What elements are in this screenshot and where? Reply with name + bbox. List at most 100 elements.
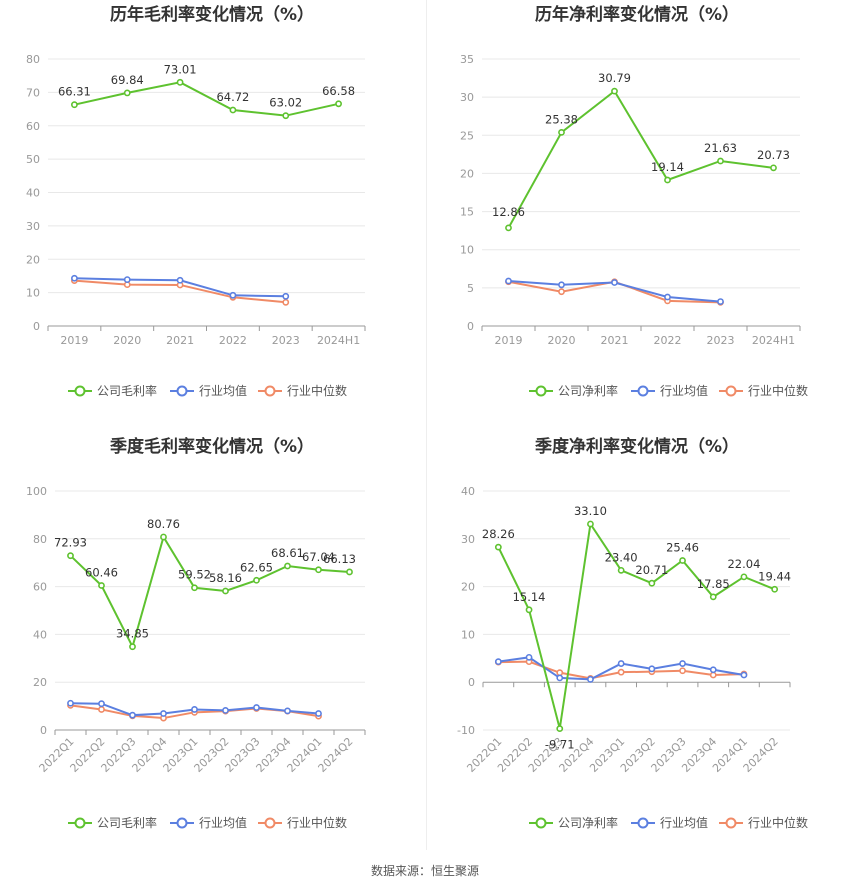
chart-svg: 历年净利率变化情况（%） 0 5 10 15 20 25 30 35 2019 2020 2021 20…	[460, 4, 808, 398]
data-point-company	[71, 101, 78, 109]
legend-item-industry-median[interactable]: 行业中位数	[719, 815, 808, 830]
legend-label: 公司毛利率	[97, 383, 157, 398]
chart-quarterly-gross-margin: 季度毛利率变化情况（%） 0 20 40 60 80 100 2022Q1 2022Q2 2022…	[0, 432, 425, 864]
legend-label: 公司净利率	[558, 383, 618, 398]
data-label: 69.84	[111, 73, 144, 87]
legend-label: 公司毛利率	[97, 815, 157, 830]
data-point-company	[191, 584, 198, 592]
chart-title: 季度净利率变化情况（%）	[535, 436, 739, 457]
data-label: 72.93	[54, 536, 87, 550]
y-tick-label: 35	[460, 53, 474, 66]
y-tick-label: 60	[33, 581, 47, 594]
chart-svg: 季度毛利率变化情况（%）0204060801002022Q12022Q22022…	[26, 436, 366, 830]
data-point-company	[176, 78, 184, 86]
y-tick-label: 100	[26, 485, 47, 498]
data-label: 21.63	[704, 141, 737, 155]
data-label: 67.04	[302, 550, 335, 564]
legend-item-industry-median[interactable]: 行业中位数	[258, 815, 347, 830]
data-point-industry-median	[556, 669, 564, 677]
chart-svg: 历年毛利率变化情况（%） 0 10 20 30 40 50 60 70 80 2019 2020 202…	[26, 4, 366, 398]
x-tick-label: 2022	[219, 334, 247, 347]
legend-item-industry-avg[interactable]: 行业均值	[170, 815, 247, 830]
data-label: 59.52	[178, 568, 211, 582]
chart-annual-net-margin: 历年净利率变化情况（%） 0 5 10 15 20 25 30 35 2019 2020 2021 20…	[425, 0, 850, 432]
data-point-company	[740, 573, 748, 581]
data-point-company	[709, 593, 717, 601]
y-tick-label: 20	[26, 253, 40, 266]
data-point-industry-avg	[611, 279, 618, 286]
y-tick-label: 60	[26, 120, 40, 133]
data-point-industry-avg	[282, 292, 290, 300]
y-tick-label: 10	[26, 287, 40, 300]
legend-item-industry-avg[interactable]: 行业均值	[631, 383, 708, 398]
legend-item-industry-avg[interactable]: 行业均值	[170, 383, 247, 398]
data-point-company	[525, 606, 533, 614]
data-point-industry-avg	[176, 276, 184, 284]
data-point-industry-avg	[284, 707, 291, 715]
data-point-industry-median	[679, 667, 686, 675]
data-point-company	[346, 568, 353, 576]
data-point-industry-avg	[709, 666, 717, 674]
data-label: 68.61	[271, 546, 304, 560]
x-tick-label: 2024Q2	[316, 735, 356, 775]
data-point-industry-avg	[191, 706, 198, 713]
legend-item-company[interactable]: 公司毛利率	[68, 383, 157, 398]
data-point-industry-avg	[229, 291, 237, 299]
chart-title: 历年毛利率变化情况（%）	[110, 4, 314, 25]
data-label: -9.71	[545, 738, 575, 752]
data-point-company	[284, 562, 291, 570]
chart-title: 季度毛利率变化情况（%）	[110, 436, 314, 457]
data-label: 19.44	[758, 569, 791, 583]
data-point-industry-avg	[556, 674, 564, 682]
data-point-industry-avg	[123, 276, 131, 284]
data-point-industry-avg	[315, 710, 322, 717]
data-point-company	[229, 106, 237, 114]
data-point-industry-avg	[160, 710, 167, 717]
data-point-company	[505, 224, 512, 232]
y-tick-label: 0	[40, 724, 47, 737]
series-line-company	[497, 521, 776, 729]
x-tick-label: 2023	[272, 334, 300, 347]
data-point-industry-avg	[253, 704, 260, 711]
data-label: 66.58	[322, 84, 355, 98]
data-point-industry-avg	[617, 660, 625, 667]
legend-label: 行业均值	[199, 815, 247, 830]
data-point-industry-median	[98, 706, 105, 713]
data-point-company	[587, 520, 594, 528]
data-point-industry-avg	[587, 675, 594, 683]
legend-label: 行业均值	[660, 383, 708, 398]
series-line-company	[74, 81, 339, 117]
x-tick-label: 2020	[548, 334, 576, 347]
legend-item-company[interactable]: 公司毛利率	[68, 815, 157, 830]
y-tick-label: 0	[33, 320, 40, 333]
y-tick-label: 40	[26, 187, 40, 200]
legend-item-industry-median[interactable]: 行业中位数	[719, 383, 808, 398]
data-label: 62.65	[240, 560, 273, 574]
legend-item-company[interactable]: 公司净利率	[529, 815, 618, 830]
x-tick-label: 2021	[166, 334, 194, 347]
chart-annual-gross-margin: 历年毛利率变化情况（%） 0 10 20 30 40 50 60 70 80 2019 2020 202…	[0, 0, 425, 432]
data-point-industry-avg	[525, 653, 533, 661]
legend-item-industry-avg[interactable]: 行业均值	[631, 815, 708, 830]
data-point-industry-avg	[505, 277, 512, 285]
y-tick-label: 5	[467, 282, 474, 295]
chart-svg: 季度净利率变化情况（%）-100102030402022Q12022Q22022…	[457, 436, 808, 830]
y-tick-label: 30	[26, 220, 40, 233]
legend-label: 行业均值	[660, 815, 708, 830]
data-point-company	[315, 566, 322, 574]
legend-item-company[interactable]: 公司净利率	[529, 383, 618, 398]
data-label: 63.02	[269, 96, 302, 110]
y-tick-label: 0	[468, 676, 475, 689]
legend-item-industry-median[interactable]: 行业中位数	[258, 383, 347, 398]
data-label: 25.38	[545, 112, 578, 126]
data-point-industry-avg	[494, 658, 502, 666]
data-point-company	[67, 552, 74, 560]
data-label: 20.73	[757, 148, 790, 162]
y-tick-label: 30	[461, 533, 475, 546]
data-point-industry-avg	[679, 660, 686, 667]
y-tick-label: 40	[461, 485, 475, 498]
legend-label: 行业均值	[199, 383, 247, 398]
data-point-industry-median	[709, 671, 717, 679]
data-point-industry-avg	[717, 298, 724, 305]
y-tick-label: 20	[461, 581, 475, 594]
